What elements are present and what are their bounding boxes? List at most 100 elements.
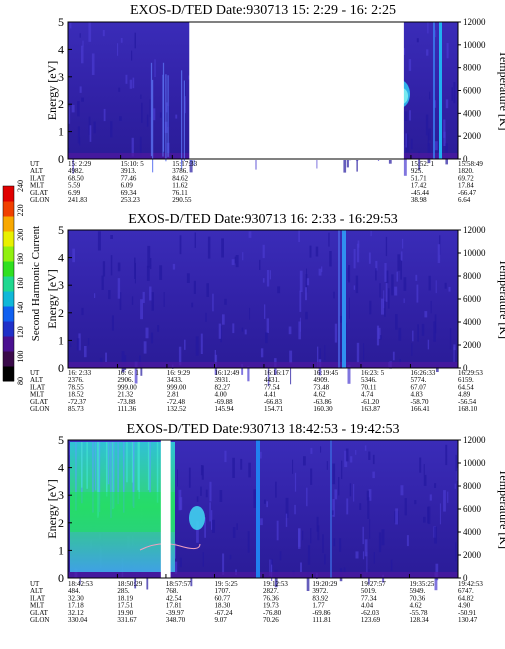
noise-streak — [72, 248, 75, 263]
y2-axis-label: Temperature [K] — [497, 259, 505, 339]
noise-streak — [205, 312, 207, 322]
noise-streak — [288, 326, 292, 335]
noise-streak — [395, 508, 398, 525]
noise-streak — [419, 457, 422, 473]
noise-streak — [244, 329, 247, 335]
colorbar-tick-label: 220 — [16, 204, 25, 216]
noise-streak — [178, 489, 182, 511]
noise-streak — [449, 328, 452, 350]
colorbar-segment — [3, 246, 14, 262]
noise-streak — [91, 53, 95, 75]
noise-streak — [143, 341, 147, 354]
orbit-value: 3972. — [312, 587, 328, 595]
y-axis-label: Energy [eV] — [45, 479, 59, 538]
orbit-value: 17.84 — [458, 182, 474, 190]
y2-tick-label: 2000 — [463, 131, 482, 141]
noise-streak — [157, 325, 160, 332]
colorbar-label: Second Harmonic Current — [30, 226, 42, 341]
y-tick-label: 1 — [58, 333, 64, 347]
noise-streak — [412, 330, 414, 342]
y-tick-label: 2 — [58, 516, 64, 530]
orbit-value: 83.92 — [312, 594, 328, 602]
noise-streak — [334, 489, 338, 500]
enhancement-streak — [112, 442, 114, 510]
orbit-value: 330.04 — [68, 616, 88, 624]
orbit-value: -67.24 — [214, 609, 233, 617]
noise-streak — [184, 96, 186, 114]
orbit-value: 16:12:49 — [214, 369, 239, 377]
noise-streak — [375, 260, 378, 271]
noise-streak — [453, 82, 456, 104]
noise-streak — [249, 307, 251, 320]
orbit-value: -69.86 — [312, 609, 331, 617]
orbit-value: 19:35:25 — [409, 580, 434, 588]
noise-streak — [188, 75, 190, 80]
noise-streak — [93, 121, 96, 134]
noise-streak — [390, 559, 393, 572]
orbit-value: 128.34 — [409, 616, 429, 624]
noise-streak — [234, 256, 236, 264]
noise-streak — [259, 451, 262, 459]
noise-streak — [414, 500, 417, 505]
noise-streak — [315, 246, 319, 257]
colorbar-segment — [3, 216, 14, 232]
noise-streak — [310, 528, 312, 544]
noise-streak — [259, 259, 261, 270]
noise-streak — [224, 298, 227, 305]
noise-streak — [150, 332, 154, 344]
noise-streak — [445, 444, 448, 466]
orbit-value: -66.47 — [458, 189, 477, 197]
noise-streak — [193, 280, 196, 294]
noise-streak — [355, 275, 359, 294]
orbit-value: 32.30 — [68, 594, 84, 602]
enhancement-streak — [126, 442, 128, 483]
y2-tick-label: 12000 — [463, 435, 486, 445]
orbit-value: 132.52 — [167, 405, 187, 413]
orbit-value: -55.78 — [409, 609, 428, 617]
noise-streak — [212, 293, 214, 312]
noise-streak — [142, 291, 145, 303]
noise-streak — [410, 138, 413, 150]
noise-streak — [349, 483, 352, 497]
y2-tick-label: 2000 — [463, 550, 482, 560]
noise-streak — [235, 255, 239, 268]
noise-streak — [381, 298, 384, 315]
enhancement-streak — [149, 442, 151, 493]
noise-streak — [378, 532, 382, 553]
noise-streak — [277, 286, 281, 294]
orbit-value: -58.70 — [410, 398, 429, 406]
orbit-value: 1820. — [458, 167, 474, 175]
noise-streak — [276, 520, 279, 541]
orbit-value: -69.88 — [214, 398, 233, 406]
orbit-value: 77.54 — [264, 383, 280, 391]
noise-streak — [274, 569, 278, 588]
orbit-value: -62.03 — [361, 609, 380, 617]
noise-streak — [159, 112, 162, 118]
noise-streak — [316, 516, 319, 532]
noise-streak — [406, 134, 409, 152]
y-tick-label: 3 — [58, 70, 64, 84]
noise-streak — [174, 561, 178, 574]
noise-streak — [279, 551, 282, 561]
orbit-value: 73.48 — [313, 383, 329, 391]
y-tick-label: 1 — [58, 543, 64, 557]
noise-streak — [435, 280, 437, 294]
orbit-value: 111.81 — [312, 616, 331, 624]
noise-streak — [375, 268, 377, 281]
orbit-value: 163.87 — [361, 405, 381, 413]
y-tick-label: 4 — [58, 251, 64, 265]
noise-streak — [94, 293, 96, 298]
noise-streak — [309, 245, 312, 258]
noise-streak — [178, 346, 182, 366]
noise-streak — [188, 467, 191, 488]
noise-streak — [434, 572, 438, 591]
noise-streak — [241, 364, 244, 375]
orbit-row-label: ILAT — [30, 383, 46, 391]
orbit-value: 168.10 — [458, 405, 478, 413]
noise-streak — [265, 332, 268, 344]
enhancement-streak — [113, 442, 115, 508]
orbit-value: 19:42:53 — [458, 580, 483, 588]
noise-streak — [132, 77, 135, 89]
noise-streak — [398, 327, 402, 341]
noise-streak — [423, 464, 425, 475]
